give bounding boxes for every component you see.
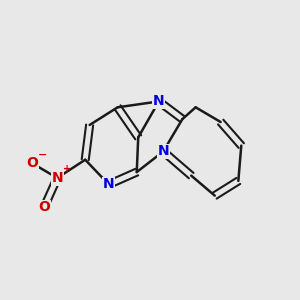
Text: N: N	[103, 177, 115, 191]
Text: N: N	[153, 94, 165, 108]
Text: +: +	[64, 164, 72, 174]
Text: O: O	[26, 156, 38, 170]
Text: O: O	[38, 200, 50, 214]
Text: N: N	[158, 145, 169, 158]
Text: N: N	[51, 171, 63, 185]
Text: −: −	[38, 149, 47, 159]
